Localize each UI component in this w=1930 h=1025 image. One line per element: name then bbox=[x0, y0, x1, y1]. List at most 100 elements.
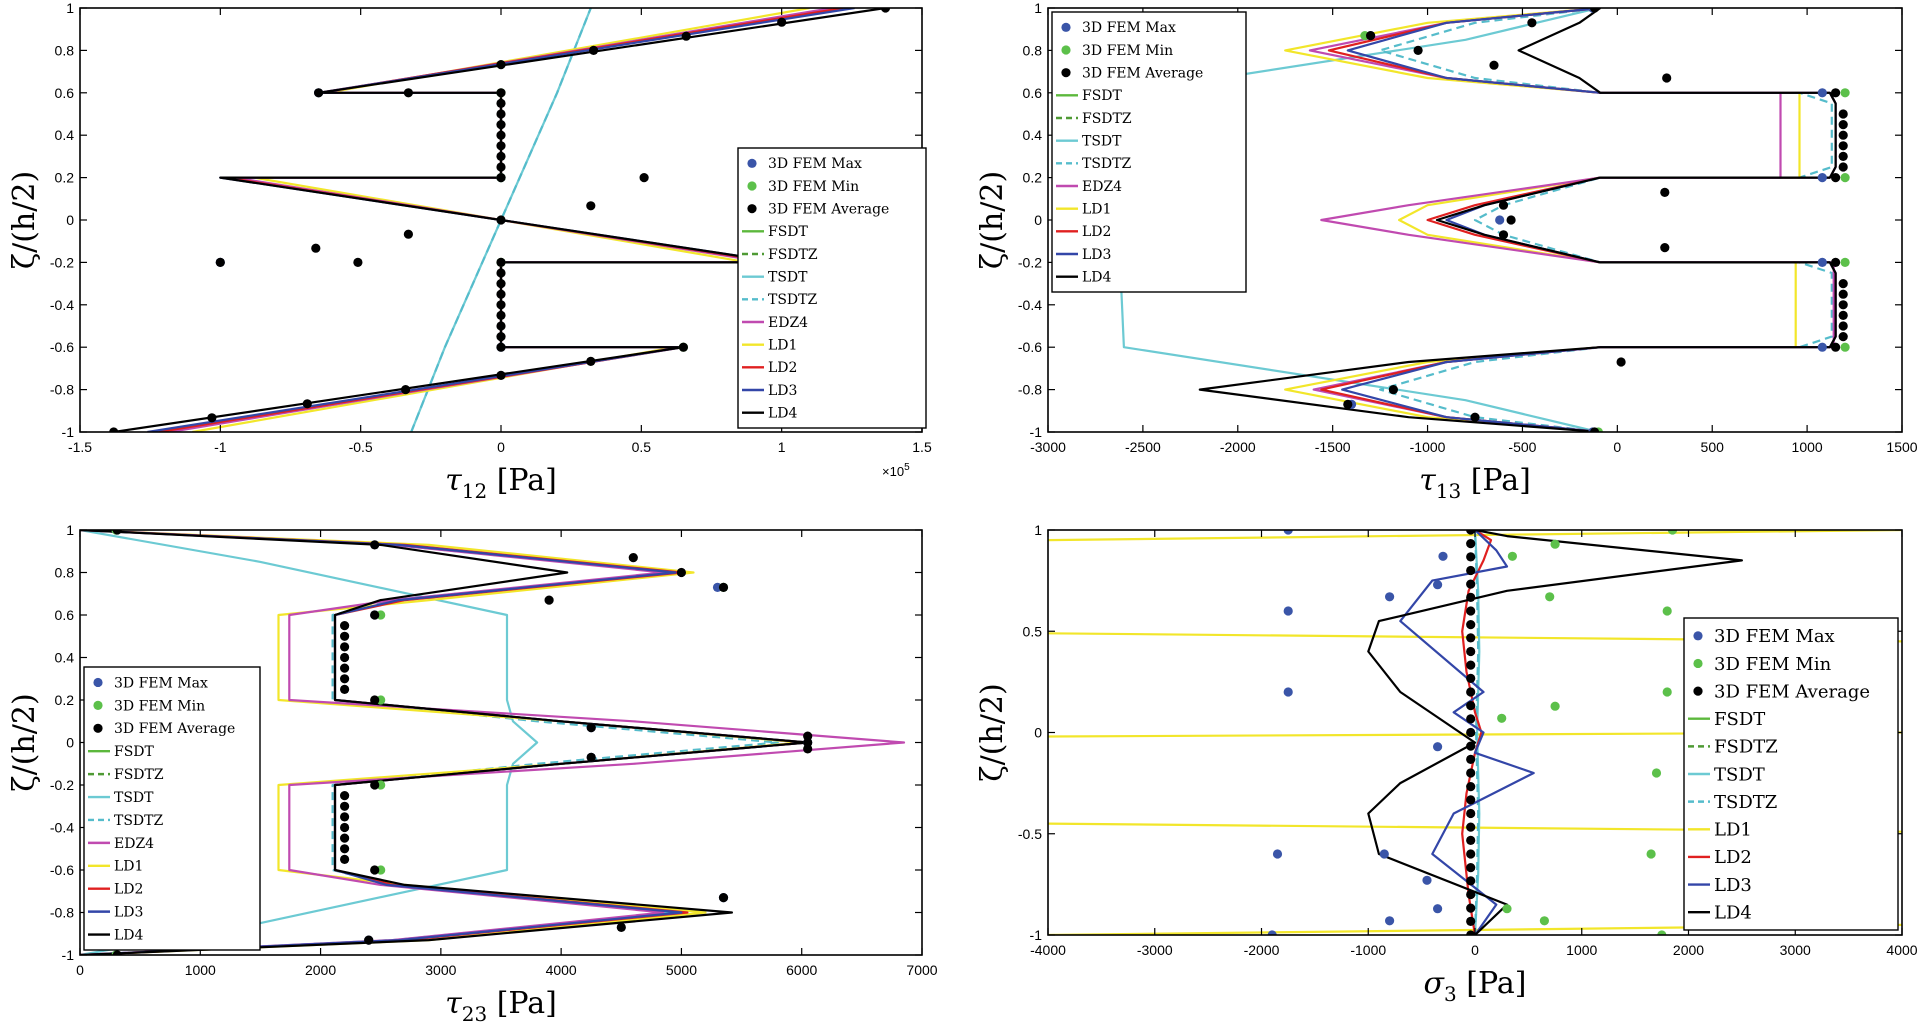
data-point-fem-avg bbox=[1466, 539, 1476, 549]
data-point-fem-avg bbox=[353, 257, 363, 267]
data-point-fem-min bbox=[1507, 551, 1517, 561]
x-axis-label-subscript: 23 bbox=[462, 1002, 487, 1025]
data-point-fem-avg bbox=[616, 922, 626, 933]
legend: 3D FEM Max 3D FEM Min 3D FEM Average FSDT FS… bbox=[83, 666, 261, 951]
data-point-fem-avg bbox=[340, 844, 350, 854]
legend-item: 3D FEM Average bbox=[1693, 681, 1870, 702]
legend-marker bbox=[747, 158, 757, 168]
data-point-fem-avg bbox=[496, 279, 506, 289]
legend-item: TSDTZ bbox=[1056, 156, 1131, 172]
legend-label: 3D FEM Average bbox=[114, 721, 235, 737]
legend-label: LD2 bbox=[768, 360, 797, 376]
series-line-ld4 bbox=[1367, 530, 1744, 935]
y-tick-label: -0.4 bbox=[1018, 297, 1042, 313]
legend-label: FSDTZ bbox=[1082, 111, 1132, 127]
y-tick-label: 0.4 bbox=[55, 650, 75, 666]
legend-item: LD1 bbox=[88, 859, 143, 875]
x-axis-label: τ12 [Pa] bbox=[445, 463, 557, 503]
legend-label: LD3 bbox=[1082, 247, 1111, 263]
data-point-fem-avg bbox=[1616, 357, 1626, 367]
data-point-fem-avg bbox=[1470, 412, 1480, 422]
legend-label: 3D FEM Average bbox=[1714, 681, 1870, 702]
data-point-fem-avg bbox=[364, 935, 374, 945]
data-point-fem-avg bbox=[1466, 916, 1476, 927]
data-point-fem-avg bbox=[1660, 243, 1670, 253]
data-point-fem-avg bbox=[1838, 151, 1848, 161]
data-point-fem-avg bbox=[496, 289, 506, 299]
data-point-fem-avg bbox=[1466, 592, 1476, 603]
data-point-fem-avg bbox=[1838, 162, 1848, 172]
data-point-fem-avg bbox=[1838, 279, 1848, 289]
data-point-fem-min bbox=[1840, 342, 1850, 352]
data-point-fem-min bbox=[1657, 930, 1667, 935]
data-point-fem-avg bbox=[1466, 782, 1476, 792]
legend: 3D FEM Max 3D FEM Min 3D FEM Average FSDT FS… bbox=[1683, 617, 1899, 931]
legend-item: FSDT bbox=[1056, 88, 1123, 104]
legend-item: LD2 bbox=[742, 360, 797, 376]
legend-item: TSDTZ bbox=[742, 292, 817, 308]
y-axis-label: ζ/(h/2) bbox=[975, 683, 1010, 781]
legend-item: 3D FEM Min bbox=[1693, 654, 1832, 675]
legend-marker bbox=[1693, 631, 1703, 641]
x-tick-label: 0 bbox=[1613, 439, 1621, 455]
data-point-fem-avg bbox=[496, 268, 506, 278]
legend-item: TSDT bbox=[88, 790, 154, 806]
x-multiplier-exp: 5 bbox=[904, 462, 910, 473]
x-tick-label: 4000 bbox=[546, 962, 577, 978]
legend-label: LD4 bbox=[114, 927, 144, 943]
y-axis-label: ζ/(h/2) bbox=[7, 693, 42, 791]
data-point-fem-avg bbox=[1660, 187, 1670, 197]
x-axis-label-symbol: τ bbox=[1419, 463, 1436, 498]
data-point-fem-avg bbox=[678, 342, 689, 352]
data-point-fem-avg bbox=[496, 60, 506, 70]
data-point-fem-avg bbox=[1466, 889, 1476, 900]
legend-item: LD3 bbox=[742, 383, 797, 399]
legend-item: EDZ4 bbox=[742, 315, 808, 331]
data-point-fem-max bbox=[1817, 173, 1827, 183]
data-point-fem-avg bbox=[1466, 606, 1476, 616]
x-tick-label: 1.5 bbox=[912, 439, 932, 455]
legend-label: 3D FEM Min bbox=[768, 179, 859, 195]
data-point-fem-max bbox=[1283, 606, 1293, 616]
data-point-fem-avg bbox=[1838, 109, 1848, 119]
data-point-fem-avg bbox=[340, 674, 350, 684]
data-point-fem-avg bbox=[880, 8, 891, 13]
x-tick-label: 7000 bbox=[906, 962, 937, 978]
data-point-fem-avg bbox=[340, 684, 350, 695]
data-point-fem-avg bbox=[403, 88, 413, 98]
data-point-fem-avg bbox=[496, 257, 506, 267]
y-tick-label: 0.6 bbox=[55, 85, 75, 101]
x-tick-label: -0.5 bbox=[349, 439, 373, 455]
data-point-fem-avg bbox=[496, 310, 506, 320]
legend-marker bbox=[1061, 22, 1071, 32]
data-point-fem-avg bbox=[1489, 60, 1499, 70]
legend-label: FSDT bbox=[114, 744, 155, 760]
x-axis-label: σ3 [Pa] bbox=[1424, 966, 1527, 1006]
x-tick-label: -2500 bbox=[1125, 439, 1161, 455]
legend-item: EDZ4 bbox=[88, 836, 154, 852]
data-point-fem-avg bbox=[496, 151, 506, 161]
data-point-fem-max bbox=[1433, 742, 1443, 752]
legend-box bbox=[83, 666, 261, 951]
y-tick-label: 0 bbox=[1034, 212, 1042, 228]
legend: 3D FEM Max 3D FEM Min 3D FEM Average FSDT FS… bbox=[1051, 11, 1247, 293]
x-tick-label: -1000 bbox=[1350, 942, 1386, 958]
x-axis-label-subscript: 12 bbox=[462, 479, 487, 503]
data-point-fem-avg bbox=[370, 540, 380, 550]
data-point-fem-avg bbox=[370, 610, 380, 620]
legend-marker bbox=[747, 204, 757, 214]
data-point-fem-min bbox=[1545, 592, 1555, 602]
data-point-fem-min bbox=[1646, 849, 1656, 859]
x-tick-label: 1500 bbox=[1886, 439, 1917, 455]
x-tick-label: 4000 bbox=[1886, 942, 1917, 958]
data-point-fem-max bbox=[1379, 849, 1389, 859]
data-point-fem-avg bbox=[586, 752, 596, 763]
data-point-fem-avg bbox=[311, 243, 321, 253]
y-tick-label: 0 bbox=[1034, 725, 1042, 741]
data-point-fem-avg bbox=[1466, 849, 1476, 859]
data-point-fem-avg bbox=[1413, 45, 1423, 56]
y-tick-label: -1 bbox=[1030, 424, 1043, 440]
data-point-fem-avg bbox=[302, 399, 312, 409]
data-point-fem-avg bbox=[496, 321, 506, 331]
legend-label: LD3 bbox=[1714, 875, 1752, 896]
